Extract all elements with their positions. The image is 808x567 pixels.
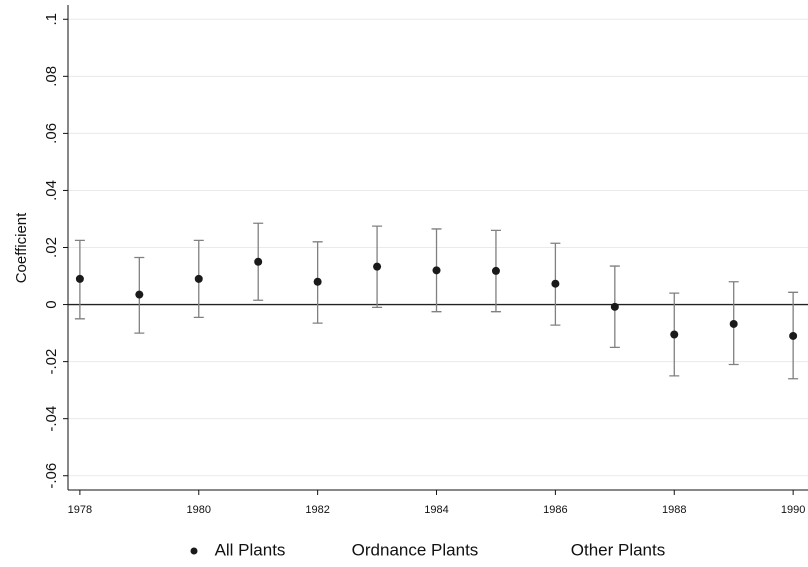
x-tick-label: 1980 — [187, 504, 211, 516]
y-tick-label: .06 — [43, 123, 60, 144]
point — [254, 257, 263, 266]
point — [432, 266, 441, 275]
point — [610, 302, 619, 311]
legend-marker — [190, 547, 198, 555]
point — [373, 262, 382, 271]
point — [551, 279, 560, 288]
y-tick-label: -.02 — [43, 349, 60, 375]
x-tick-label: 1982 — [305, 504, 329, 516]
x-tick-label: 1984 — [424, 504, 448, 516]
point — [194, 274, 203, 283]
x-tick-label: 1990 — [781, 504, 805, 516]
point — [729, 319, 738, 328]
point — [491, 266, 500, 275]
y-tick-label: .1 — [43, 13, 60, 26]
y-tick-label: .08 — [43, 66, 60, 87]
y-tick-label: -.06 — [43, 463, 60, 489]
y-tick-label: 0 — [43, 300, 60, 308]
point — [75, 274, 84, 283]
y-tick-label: .04 — [43, 180, 60, 201]
y-tick-label: -.04 — [43, 406, 60, 432]
legend-label: Ordnance Plants — [352, 540, 479, 559]
y-tick-label: .02 — [43, 237, 60, 258]
legend-label: All Plants — [215, 540, 286, 559]
point — [670, 330, 679, 339]
legend-label: Other Plants — [571, 540, 666, 559]
point — [313, 277, 322, 286]
x-tick-label: 1986 — [543, 504, 567, 516]
x-tick-label: 1978 — [68, 504, 92, 516]
point — [789, 331, 798, 340]
y-axis-label: Coefficient — [13, 212, 30, 283]
x-tick-label: 1988 — [662, 504, 686, 516]
point — [135, 290, 144, 299]
